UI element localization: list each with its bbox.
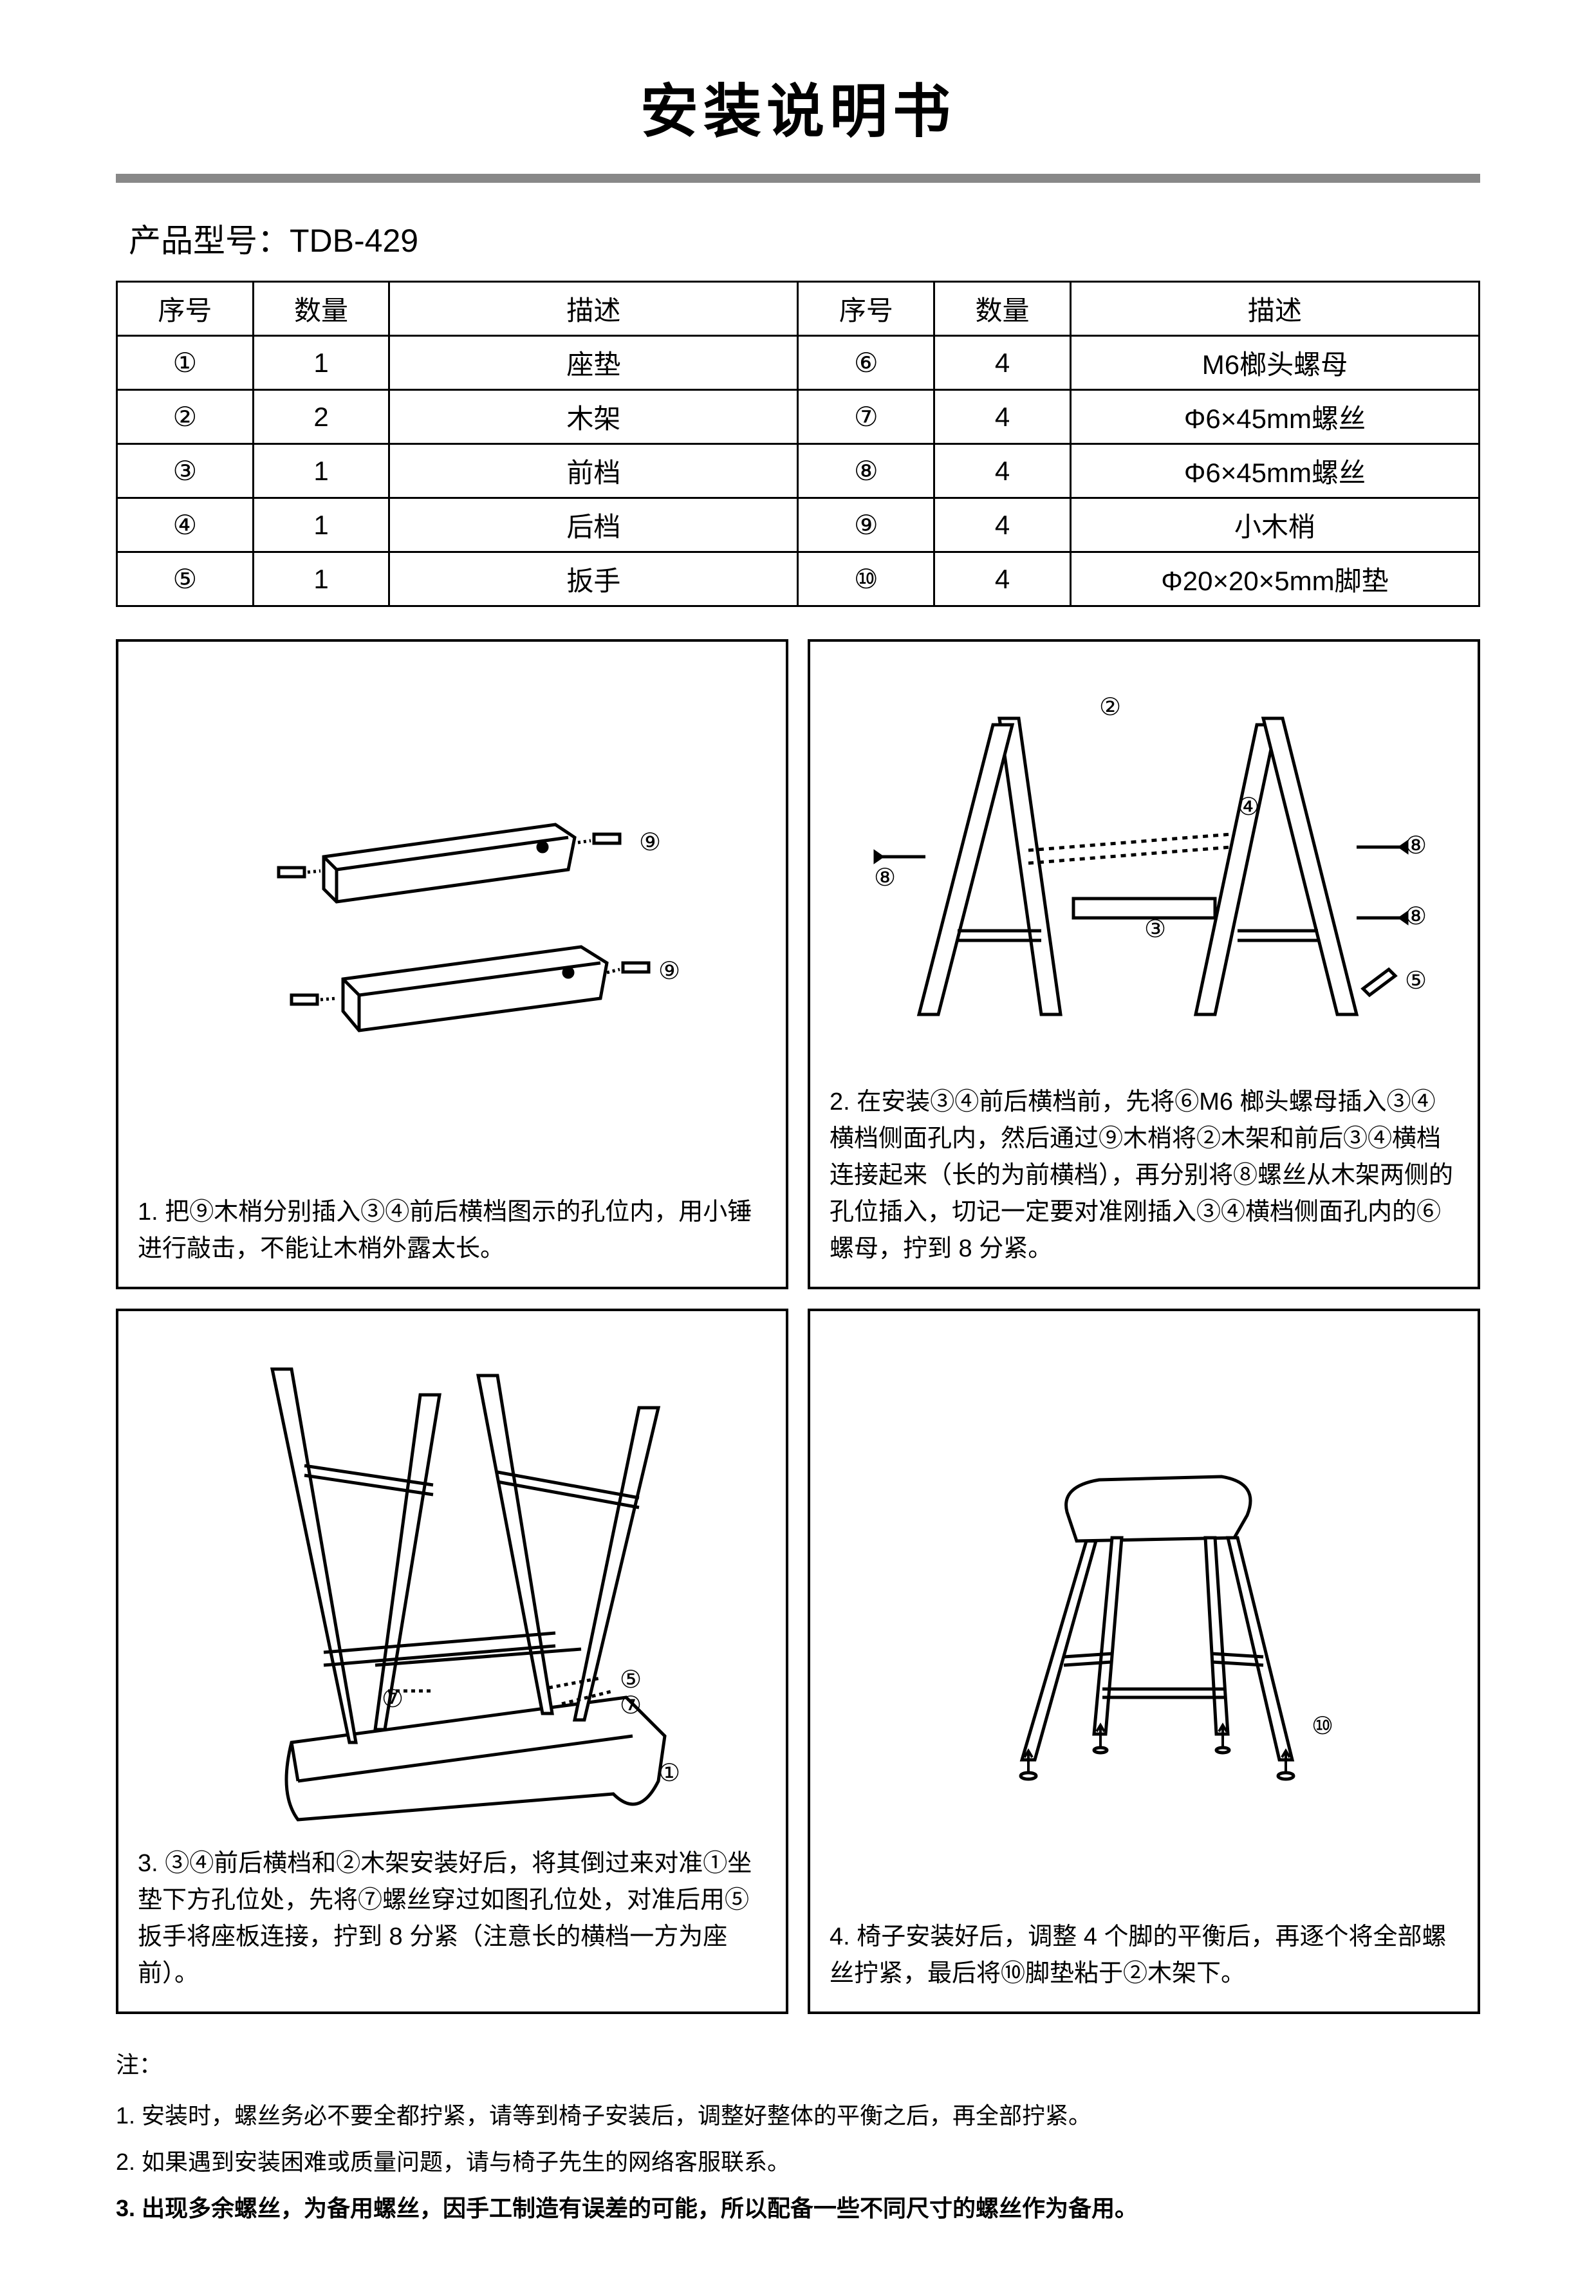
step-3-box: ⑦ ⑤ ⑦ ① 3. ③④前后横档和②木架安装好后，将其倒过来对准①坐垫下方孔位…: [116, 1309, 788, 2014]
header-seq-1: 序号: [117, 282, 254, 336]
step-2-svg: ② ④ ⑧ ⑧ ③ ⑧ ⑤: [855, 686, 1434, 1047]
header-qty-2: 数量: [934, 282, 1071, 336]
table-header-row: 序号 数量 描述 序号 数量 描述: [117, 282, 1480, 336]
product-model: 产品型号：TDB-429: [129, 215, 1480, 261]
steps-grid: ⑨ ⑨ 1. 把⑨木梢分别插入③④前后横档图示的孔位内，用小锤进行敲击，不能让木…: [116, 639, 1480, 2014]
label: ⑧: [874, 864, 896, 891]
cell: 木架: [389, 390, 798, 444]
step-2-figure: ② ④ ⑧ ⑧ ③ ⑧ ⑤: [830, 661, 1458, 1071]
notes-list: 1. 安装时，螺丝务必不要全都拧紧，请等到椅子安装后，调整好整体的平衡之后，再全…: [116, 2093, 1480, 2232]
header-desc-2: 描述: [1070, 282, 1479, 336]
cell: ⑤: [117, 552, 254, 606]
table-row: ③ 1 前档 ⑧ 4 Φ6×45mm螺丝: [117, 444, 1480, 498]
parts-table: 序号 数量 描述 序号 数量 描述 ① 1 座垫 ⑥ 4 M6榔头螺母 ② 2 …: [116, 281, 1480, 607]
step-1-box: ⑨ ⑨ 1. 把⑨木梢分别插入③④前后横档图示的孔位内，用小锤进行敲击，不能让木…: [116, 639, 788, 1289]
label: ⑤: [620, 1666, 642, 1694]
cell: 1: [253, 336, 389, 390]
label: ①: [658, 1760, 680, 1787]
cell: ③: [117, 444, 254, 498]
step-1-svg: ⑨ ⑨: [195, 786, 710, 1056]
cell: ⑨: [798, 498, 934, 552]
note-item: 2. 如果遇到安装困难或质量问题，请与椅子先生的网络客服联系。: [116, 2139, 1480, 2185]
label: ③: [1144, 916, 1166, 943]
cell: Φ20×20×5mm脚垫: [1070, 552, 1479, 606]
step-2-box: ② ④ ⑧ ⑧ ③ ⑧ ⑤ 2. 在安装③④前后横档前，先将⑥M6 榔头螺母插入…: [808, 639, 1480, 1289]
cell: 座垫: [389, 336, 798, 390]
cell: 4: [934, 336, 1071, 390]
cell: 1: [253, 444, 389, 498]
step-3-figure: ⑦ ⑤ ⑦ ①: [138, 1330, 766, 1833]
notes-title: 注：: [116, 2046, 1480, 2080]
label: ⑨: [639, 829, 661, 856]
model-value: TDB-429: [290, 223, 418, 259]
cell: ①: [117, 336, 254, 390]
header-qty-1: 数量: [253, 282, 389, 336]
step-4-svg: ⑩: [919, 1451, 1369, 1786]
page-title: 安装说明书: [116, 64, 1480, 148]
header-desc-1: 描述: [389, 282, 798, 336]
cell: Φ6×45mm螺丝: [1070, 390, 1479, 444]
cell: 4: [934, 552, 1071, 606]
note-item: 3. 出现多余螺丝，为备用螺丝，因手工制造有误差的可能，所以配备一些不同尺寸的螺…: [116, 2185, 1480, 2232]
label: ②: [1099, 694, 1121, 721]
step-4-figure: ⑩: [830, 1330, 1458, 1906]
cell: 小木梢: [1070, 498, 1479, 552]
model-label: 产品型号：: [129, 223, 290, 259]
label: ⑦: [382, 1686, 404, 1713]
cell: 扳手: [389, 552, 798, 606]
label: ⑧: [1405, 903, 1427, 930]
cell: ⑧: [798, 444, 934, 498]
table-row: ④ 1 后档 ⑨ 4 小木梢: [117, 498, 1480, 552]
cell: 1: [253, 552, 389, 606]
cell: 后档: [389, 498, 798, 552]
label: ⑧: [1405, 832, 1427, 859]
cell: 4: [934, 444, 1071, 498]
table-row: ② 2 木架 ⑦ 4 Φ6×45mm螺丝: [117, 390, 1480, 444]
cell: 2: [253, 390, 389, 444]
step-3-caption: 3. ③④前后横档和②木架安装好后，将其倒过来对准①坐垫下方孔位处，先将⑦螺丝穿…: [138, 1845, 766, 1992]
cell: Φ6×45mm螺丝: [1070, 444, 1479, 498]
title-divider: [116, 174, 1480, 183]
cell: ④: [117, 498, 254, 552]
header-seq-2: 序号: [798, 282, 934, 336]
step-4-caption: 4. 椅子安装好后，调整 4 个脚的平衡后，再逐个将全部螺丝拧紧，最后将⑩脚垫粘…: [830, 1919, 1458, 1992]
cell: 1: [253, 498, 389, 552]
cell: ⑩: [798, 552, 934, 606]
cell: 前档: [389, 444, 798, 498]
step-1-figure: ⑨ ⑨: [138, 661, 766, 1181]
table-row: ① 1 座垫 ⑥ 4 M6榔头螺母: [117, 336, 1480, 390]
cell: 4: [934, 390, 1071, 444]
cell: ⑥: [798, 336, 934, 390]
cell: ⑦: [798, 390, 934, 444]
step-3-svg: ⑦ ⑤ ⑦ ①: [163, 1330, 742, 1833]
label: ④: [1238, 794, 1259, 821]
cell: ②: [117, 390, 254, 444]
step-1-caption: 1. 把⑨木梢分别插入③④前后横档图示的孔位内，用小锤进行敲击，不能让木梢外露太…: [138, 1194, 766, 1267]
step-4-box: ⑩ 4. 椅子安装好后，调整 4 个脚的平衡后，再逐个将全部螺丝拧紧，最后将⑩脚…: [808, 1309, 1480, 2014]
step-2-caption: 2. 在安装③④前后横档前，先将⑥M6 榔头螺母插入③④横档侧面孔内，然后通过⑨…: [830, 1084, 1458, 1267]
cell: 4: [934, 498, 1071, 552]
label: ⑩: [1312, 1713, 1333, 1740]
table-row: ⑤ 1 扳手 ⑩ 4 Φ20×20×5mm脚垫: [117, 552, 1480, 606]
label: ⑦: [620, 1692, 642, 1719]
label: ⑤: [1405, 967, 1427, 994]
cell: M6榔头螺母: [1070, 336, 1479, 390]
note-item: 1. 安装时，螺丝务必不要全都拧紧，请等到椅子安装后，调整好整体的平衡之后，再全…: [116, 2093, 1480, 2139]
label: ⑨: [658, 958, 680, 985]
